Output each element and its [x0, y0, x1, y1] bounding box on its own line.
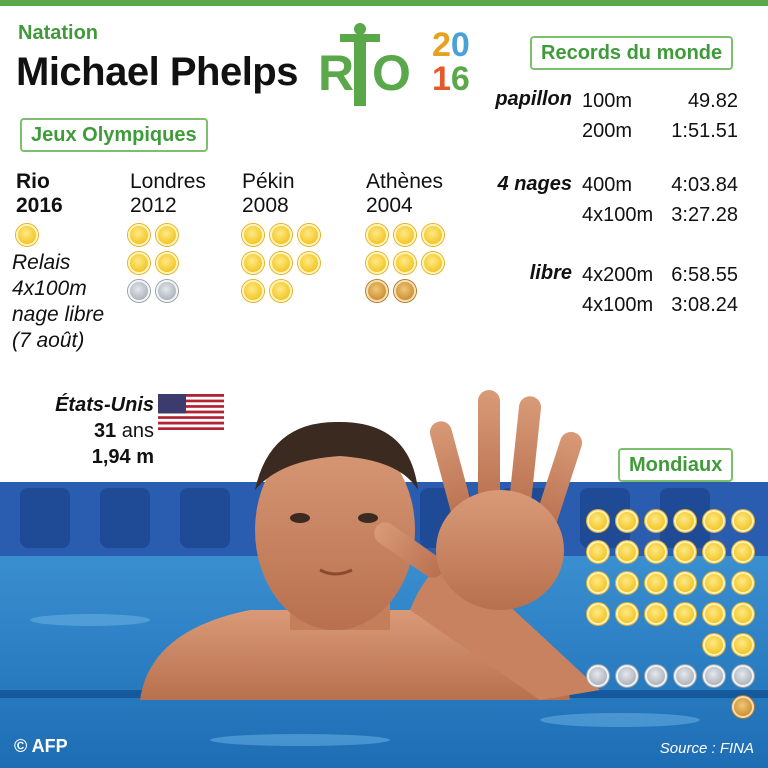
- gold-medal-icon: [616, 603, 638, 625]
- gold-medal-icon: [16, 224, 38, 246]
- gold-medal-icon: [242, 252, 264, 274]
- silver-medal-icon: [616, 665, 638, 687]
- gold-medal-icon: [703, 603, 725, 625]
- silver-medal-icon: [703, 665, 725, 687]
- rio-relay-note: Relais 4x100m nage libre (7 août): [12, 251, 105, 352]
- bio-text: États-Unis 31 ans 1,94 m: [20, 392, 154, 470]
- silver-medal-icon: [674, 665, 696, 687]
- olympics-label: Jeux Olympiques: [20, 118, 208, 152]
- olympics-col-rio: Rio 2016: [16, 170, 63, 217]
- olympics-col-londres: Londres 2012: [130, 170, 206, 217]
- source-note: Source : FINA: [659, 740, 754, 757]
- gold-medal-icon: [703, 541, 725, 563]
- record-time: 3:27.28: [671, 204, 738, 226]
- gold-medal-icon: [616, 572, 638, 594]
- gold-medal-icon: [366, 252, 388, 274]
- olympics-col-athenes: Athènes 2004: [366, 170, 444, 217]
- record-distance: 400m: [582, 174, 633, 196]
- gold-medal-icon: [732, 603, 754, 625]
- swimmer-photo: [0, 360, 768, 768]
- gold-medal-icon: [645, 510, 667, 532]
- bronze-medal-icon: [366, 280, 388, 302]
- gold-medal-icon: [616, 541, 638, 563]
- gold-medal-icon: [587, 510, 609, 532]
- record-style: 4 nages: [497, 173, 572, 195]
- top-accent-bar: [0, 0, 768, 6]
- svg-text:R: R: [318, 45, 354, 101]
- record-distance: 200m: [582, 120, 633, 142]
- record-time: 49.82: [687, 90, 738, 112]
- gold-medal-icon: [270, 252, 292, 274]
- gold-medal-icon: [674, 541, 696, 563]
- silver-medal-icon: [128, 280, 150, 302]
- record-distance: 4x200m: [582, 264, 654, 286]
- gold-medal-icon: [732, 510, 754, 532]
- gold-medal-icon: [674, 603, 696, 625]
- gold-medal-icon: [703, 510, 725, 532]
- gold-medal-icon: [422, 252, 444, 274]
- svg-text:O: O: [372, 45, 411, 101]
- gold-medal-icon: [645, 603, 667, 625]
- gold-medal-icon: [674, 510, 696, 532]
- gold-medal-icon: [156, 252, 178, 274]
- bio-height: 1,94 m: [91, 446, 154, 468]
- gold-medal-icon: [270, 280, 292, 302]
- record-style: papillon: [495, 88, 572, 110]
- silver-medal-icon: [732, 665, 754, 687]
- record-distance: 4x100m: [582, 204, 654, 226]
- mondiaux-label: Mondiaux: [618, 448, 734, 482]
- silver-medal-icon: [156, 280, 178, 302]
- gold-medal-icon: [422, 224, 444, 246]
- gold-medal-icon: [242, 224, 264, 246]
- silver-medal-icon: [645, 665, 667, 687]
- record-time: 4:03.84: [671, 174, 738, 196]
- record-time: 6:58.55: [671, 264, 738, 286]
- gold-medal-icon: [270, 224, 292, 246]
- year-2016-logo: 20 16: [432, 26, 470, 98]
- page-title: Michael Phelps: [16, 50, 298, 94]
- gold-medal-icon: [645, 572, 667, 594]
- gold-medal-icon: [394, 252, 416, 274]
- gold-medal-icon: [298, 252, 320, 274]
- gold-medal-icon: [298, 224, 320, 246]
- gold-medal-icon: [732, 541, 754, 563]
- silver-medal-icon: [587, 665, 609, 687]
- gold-medal-icon: [242, 280, 264, 302]
- gold-medal-icon: [703, 572, 725, 594]
- rio-2016-logo-icon: R O: [318, 20, 422, 108]
- gold-medal-icon: [587, 603, 609, 625]
- gold-medal-icon: [128, 224, 150, 246]
- gold-medal-icon: [616, 510, 638, 532]
- gold-medal-icon: [156, 224, 178, 246]
- us-flag-icon: [158, 394, 224, 430]
- gold-medal-icon: [645, 541, 667, 563]
- olympics-col-pekin: Pékin 2008: [242, 170, 295, 217]
- gold-medal-icon: [587, 541, 609, 563]
- records-label: Records du monde: [530, 36, 734, 70]
- gold-medal-icon: [674, 572, 696, 594]
- record-time: 3:08.24: [671, 294, 738, 316]
- afp-credit: © AFP: [14, 736, 68, 756]
- gold-medal-icon: [732, 572, 754, 594]
- category-label: Natation: [18, 22, 98, 44]
- record-distance: 100m: [582, 90, 633, 112]
- gold-medal-icon: [587, 572, 609, 594]
- gold-medal-icon: [732, 634, 754, 656]
- record-distance: 4x100m: [582, 294, 654, 316]
- bronze-medal-icon: [732, 696, 754, 718]
- gold-medal-icon: [703, 634, 725, 656]
- bronze-medal-icon: [394, 280, 416, 302]
- gold-medal-icon: [366, 224, 388, 246]
- record-style: libre: [529, 262, 572, 284]
- record-time: 1:51.51: [671, 120, 738, 142]
- bio-country: États-Unis: [55, 394, 154, 416]
- bio-age: 31 ans: [93, 420, 154, 442]
- gold-medal-icon: [128, 252, 150, 274]
- gold-medal-icon: [394, 224, 416, 246]
